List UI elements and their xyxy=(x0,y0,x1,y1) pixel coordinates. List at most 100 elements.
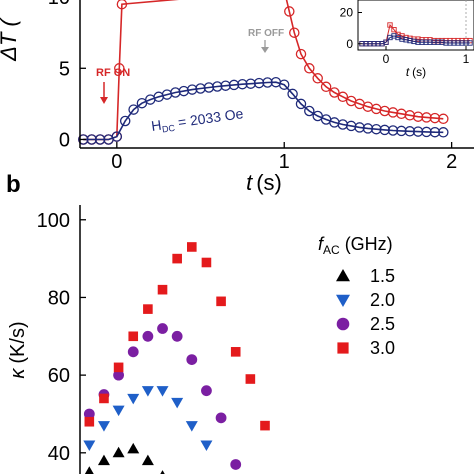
panel-b-point-2-5 xyxy=(83,408,95,420)
panel-b-point-3-0 xyxy=(84,416,95,427)
panel-a-series-1-point xyxy=(203,82,215,93)
panel-b-point-3-0 xyxy=(172,253,182,264)
panel-a-series-1-point xyxy=(295,98,307,110)
panel-b-point-2-5 xyxy=(215,412,227,424)
panel-b-point-2-0 xyxy=(112,405,125,417)
panel-a-series-0-point xyxy=(312,73,323,84)
panel-b-label: b xyxy=(6,171,21,198)
panel-a-series-0-point xyxy=(337,91,349,103)
hdc-annotation: HDC = 2033 Oe xyxy=(150,105,245,136)
panel-b-point-1-5 xyxy=(141,454,154,466)
panel-a-x-tick-label: 0 xyxy=(111,151,122,173)
panel-b-point-1-5 xyxy=(160,470,165,474)
panel-b-point-1-5 xyxy=(97,454,110,466)
inset-x-axis-label: t (s) xyxy=(406,65,426,79)
rf-off-annotation: RF OFF xyxy=(248,28,284,53)
panel-b-point-2-5 xyxy=(113,369,124,381)
panel-b-point-3-0 xyxy=(230,347,241,357)
panel-b-y-tick-label: 80 xyxy=(48,287,70,309)
inset-series-0-point xyxy=(391,27,397,33)
panel-a-series-1-point xyxy=(354,122,365,133)
panel-a-series-0-point xyxy=(412,111,424,122)
panel-a-series-1-point xyxy=(371,123,382,135)
panel-b-y-tick-label: 100 xyxy=(37,210,70,232)
panel-b-y-tick-label: 60 xyxy=(48,365,70,387)
rf-on-label: RF ON xyxy=(96,67,130,79)
panel-a-series-1-point xyxy=(245,78,256,89)
panel-a-series-0-point xyxy=(404,110,416,121)
panel-a-ticks: 0 1 2 0 5 10 xyxy=(48,0,457,173)
inset-series-1-point xyxy=(383,39,389,45)
legend-label-3-0: 3.0 xyxy=(370,338,395,358)
panel-b-y-tick-label: 40 xyxy=(48,443,70,465)
panel-b-point-3-0 xyxy=(201,257,212,268)
panel-a-x-tick-label: 1 xyxy=(279,151,290,173)
panel-b-point-2-0 xyxy=(141,386,154,397)
panel-a-series-1-point xyxy=(228,79,240,91)
panel-a-series-1-point xyxy=(186,84,198,95)
panel-b-point-2-0 xyxy=(200,440,213,452)
rf-off-arrow-head xyxy=(261,47,269,53)
panel-a-series-0-point xyxy=(320,81,332,93)
panel-a-series-1-point xyxy=(278,79,290,90)
panel-a-curves xyxy=(78,0,449,145)
panel-b-point-1-5 xyxy=(127,442,140,454)
panel-a-series-0-point xyxy=(438,113,449,125)
panel-b-point-2-5 xyxy=(157,323,168,334)
legend-label-2-5: 2.5 xyxy=(370,314,395,334)
panel-b-point-1-5 xyxy=(84,466,94,474)
rf-on-arrow-head xyxy=(100,97,108,104)
panel-b-point-3-0 xyxy=(128,331,139,342)
panel-b-point-2-0 xyxy=(171,397,184,409)
inset-x-tick-label: 0 xyxy=(383,52,390,66)
panel-a-series-1-point xyxy=(253,77,265,89)
panel-b-point-2-5 xyxy=(127,346,139,358)
panel-b-point-3-0 xyxy=(157,284,168,295)
panel-a: 0120510 ΔT ( t(s) RF ON RF OFF HDC = 203… xyxy=(0,0,474,195)
panel-b-legend: fAC (GHz) 1.5 2.0 2.5 3.0 xyxy=(318,234,395,358)
panel-b-point-2-5 xyxy=(171,330,183,342)
legend-marker-1-5 xyxy=(336,269,350,282)
panel-a-series-1-point xyxy=(86,134,97,145)
panel-b-point-3-0 xyxy=(143,304,153,314)
panel-b-point-2-0 xyxy=(83,440,96,452)
panel-b-point-3-0 xyxy=(216,296,226,307)
panel-a-series-1-point xyxy=(362,123,374,134)
panel-a-series-1-point xyxy=(429,126,441,138)
inset-series-1-point xyxy=(467,40,473,46)
inset-series-0-point xyxy=(387,22,393,28)
panel-a-series-1-point xyxy=(262,77,273,88)
panel-a-frame xyxy=(79,0,474,149)
panel-a-series-0-point xyxy=(289,27,300,38)
panel-b-point-3-0 xyxy=(260,420,270,431)
panel-b-point-2-0 xyxy=(97,421,110,432)
panel-a-series-1-point xyxy=(111,131,123,142)
panel-b-point-2-5 xyxy=(142,330,154,342)
panel-a-series-0-point xyxy=(295,48,307,60)
panel-b-point-2-5 xyxy=(230,459,242,470)
panel-a-series-0-point xyxy=(421,112,432,123)
panel-a-series-0-point xyxy=(379,105,390,117)
inset-x-tick-label: 1 xyxy=(463,52,470,66)
panel-a-series-1-point xyxy=(94,134,106,145)
panel-b-y-axis-label: κ(K/s) xyxy=(7,321,29,378)
panel-b-point-2-0 xyxy=(185,421,198,432)
panel-b-point-2-0 xyxy=(156,386,169,397)
panel-a-x-tick-label: 2 xyxy=(446,151,457,173)
panel-a-series-1-point xyxy=(287,88,298,100)
panel-b-point-3-0 xyxy=(245,374,256,384)
panel-a-series-1-point xyxy=(304,105,315,117)
panel-a-series-1-point xyxy=(78,134,89,145)
legend-marker-3-0 xyxy=(337,342,349,354)
panel-a-y-tick-label: 10 xyxy=(48,0,70,9)
panel-b-point-3-0 xyxy=(187,242,197,252)
panel-a-series-0-point xyxy=(284,6,295,17)
panel-a-series-1-point xyxy=(412,126,424,137)
panel-a-series-0-point xyxy=(116,0,128,10)
panel-b-point-2-0 xyxy=(127,393,140,405)
legend-marker-2-5 xyxy=(336,317,350,331)
panel-a-y-tick-label: 5 xyxy=(59,58,70,80)
panel-a-series-1-point xyxy=(396,125,407,137)
